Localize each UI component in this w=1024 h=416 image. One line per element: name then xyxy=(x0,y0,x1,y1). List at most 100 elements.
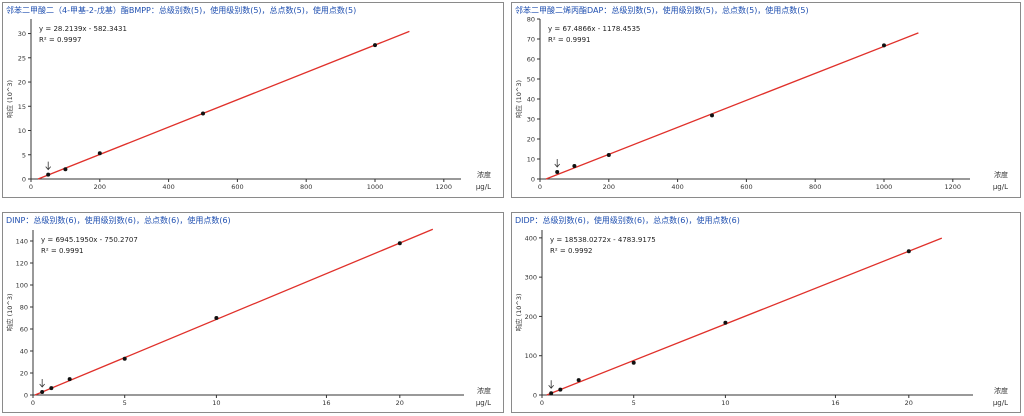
equation-label: y = 67.4866x - 1178.4535 xyxy=(548,25,640,33)
chart-title: 邻苯二甲酸二（4-甲基-2-戊基）酯BMPP：总级别数(5)，使用级别数(5)，… xyxy=(6,6,357,15)
y-tick-label: 5 xyxy=(22,151,26,159)
y-tick-label: 20 xyxy=(527,136,535,144)
x-tick-label: 10 xyxy=(721,399,729,407)
y-tick-label: 0 xyxy=(22,176,26,184)
y-tick-label: 0 xyxy=(533,392,537,400)
x-tick-label: 400 xyxy=(671,183,683,191)
data-point xyxy=(397,241,402,246)
fit-line xyxy=(34,228,434,396)
data-point xyxy=(40,390,45,395)
data-point xyxy=(710,113,714,118)
x-tick-label: 20 xyxy=(905,399,913,407)
y-tick-label: 25 xyxy=(18,54,26,62)
x-axis-unit: μg/L xyxy=(476,399,491,407)
x-tick-label: 0 xyxy=(29,183,33,191)
x-tick-label: 600 xyxy=(740,183,752,191)
data-point xyxy=(97,151,102,156)
x-tick-label: 5 xyxy=(123,399,127,407)
y-tick-label: 70 xyxy=(527,36,535,44)
x-axis-label: 浓度 xyxy=(477,170,491,179)
lowest-point-arrow-icon xyxy=(548,380,554,389)
data-point xyxy=(122,356,127,361)
x-tick-label: 200 xyxy=(603,183,615,191)
equation-label: y = 18538.0272x - 4783.9175 xyxy=(550,236,656,244)
chart-panel-dinp: DINP：总级别数(6)，使用级别数(6)，总点数(6)，使用点数(6) 0 20… xyxy=(2,212,504,413)
fit-line xyxy=(545,32,919,180)
y-tick-label: 20 xyxy=(20,370,28,378)
x-tick-label: 16 xyxy=(831,399,839,407)
chart-panel-bmpp: 邻苯二甲酸二（4-甲基-2-戊基）酯BMPP：总级别数(5)，使用级别数(5)，… xyxy=(2,2,504,198)
fit-line xyxy=(37,30,410,180)
r-squared-label: R² = 0.9991 xyxy=(41,247,83,255)
x-tick-label: 1000 xyxy=(367,183,384,191)
x-tick-label: 200 xyxy=(94,183,106,191)
y-tick-label: 40 xyxy=(527,96,535,104)
data-point xyxy=(631,360,636,365)
x-tick-label: 1200 xyxy=(436,183,453,191)
data-point xyxy=(723,320,728,325)
fit-line xyxy=(546,237,943,396)
chart-title: DINP：总级别数(6)，使用级别数(6)，总点数(6)，使用点数(6) xyxy=(6,216,231,225)
x-tick-label: 10 xyxy=(212,399,220,407)
x-tick-label: 800 xyxy=(300,183,312,191)
data-point xyxy=(549,391,554,396)
y-tick-label: 10 xyxy=(18,127,26,135)
x-tick-label: 600 xyxy=(231,183,243,191)
lowest-point-arrow-icon xyxy=(554,159,561,168)
x-axis-label: 浓度 xyxy=(994,386,1008,395)
y-tick-label: 100 xyxy=(525,352,537,360)
y-tick-label: 30 xyxy=(18,30,26,38)
y-tick-label: 50 xyxy=(527,76,535,84)
r-squared-label: R² = 0.9991 xyxy=(548,36,590,44)
data-point xyxy=(572,164,577,168)
chart-title: DIDP：总级别数(6)，使用级别数(6)，总点数(6)，使用点数(6) xyxy=(515,216,740,225)
data-point xyxy=(558,387,563,392)
y-tick-label: 200 xyxy=(525,313,537,321)
x-tick-label: 20 xyxy=(396,399,404,407)
y-tick-label: 100 xyxy=(16,282,28,290)
y-tick-label: 30 xyxy=(527,116,535,124)
x-axis-unit: μg/L xyxy=(476,183,491,191)
x-tick-label: 0 xyxy=(538,183,542,191)
equation-label: y = 6945.1950x - 750.2707 xyxy=(41,236,138,244)
y-tick-label: 10 xyxy=(527,156,535,164)
chart-plot-dinp: 0 20 40 60 80 100 120 140 0 5 10 16 20 响应 (10^3) 浓度 μg/… xyxy=(5,228,491,407)
lowest-point-arrow-icon xyxy=(45,161,52,171)
chart-panel-didp: DIDP：总级别数(6)，使用级别数(6)，总点数(6)，使用点数(6) 0 10… xyxy=(511,212,1021,413)
data-point xyxy=(606,153,611,157)
y-axis-label: 响应 (10^3) xyxy=(514,294,523,332)
x-axis-label: 浓度 xyxy=(477,386,491,395)
y-tick-label: 300 xyxy=(525,274,537,282)
y-tick-label: 0 xyxy=(531,176,535,184)
y-tick-label: 20 xyxy=(18,79,26,87)
y-tick-label: 80 xyxy=(20,304,28,312)
equation-label: y = 28.2139x - 582.3431 xyxy=(39,25,127,33)
data-point xyxy=(201,111,205,116)
data-point xyxy=(63,167,68,172)
data-point xyxy=(46,172,51,177)
lowest-point-arrow-icon xyxy=(39,379,45,388)
y-tick-label: 400 xyxy=(525,234,537,242)
data-point xyxy=(373,43,377,48)
y-tick-label: 15 xyxy=(18,103,26,111)
y-tick-label: 80 xyxy=(527,16,535,24)
x-axis-unit: μg/L xyxy=(993,183,1008,191)
x-tick-label: 0 xyxy=(540,399,544,407)
y-axis-label: 响应 (10^3) xyxy=(5,294,14,332)
y-axis-label: 响应 (10^3) xyxy=(514,80,523,118)
y-tick-label: 140 xyxy=(16,238,28,246)
x-tick-label: 1000 xyxy=(876,183,893,191)
data-point xyxy=(49,386,54,391)
y-tick-label: 0 xyxy=(24,392,28,400)
y-tick-label: 40 xyxy=(20,348,28,356)
x-axis-label: 浓度 xyxy=(994,170,1008,179)
data-point xyxy=(214,316,219,320)
data-point xyxy=(576,378,581,383)
chart-plot-bmpp: 0 5 10 15 20 25 30 0 200 400 600 800 1000 1200 响应 (10^… xyxy=(5,19,491,191)
y-tick-label: 60 xyxy=(527,56,535,64)
x-tick-label: 800 xyxy=(809,183,821,191)
x-tick-label: 400 xyxy=(162,183,174,191)
chart-plot-didp: 0 100 200 300 400 0 5 10 16 20 响应 (10^3) 浓度 μg/L y = … xyxy=(514,230,1008,407)
y-tick-label: 120 xyxy=(16,260,28,268)
